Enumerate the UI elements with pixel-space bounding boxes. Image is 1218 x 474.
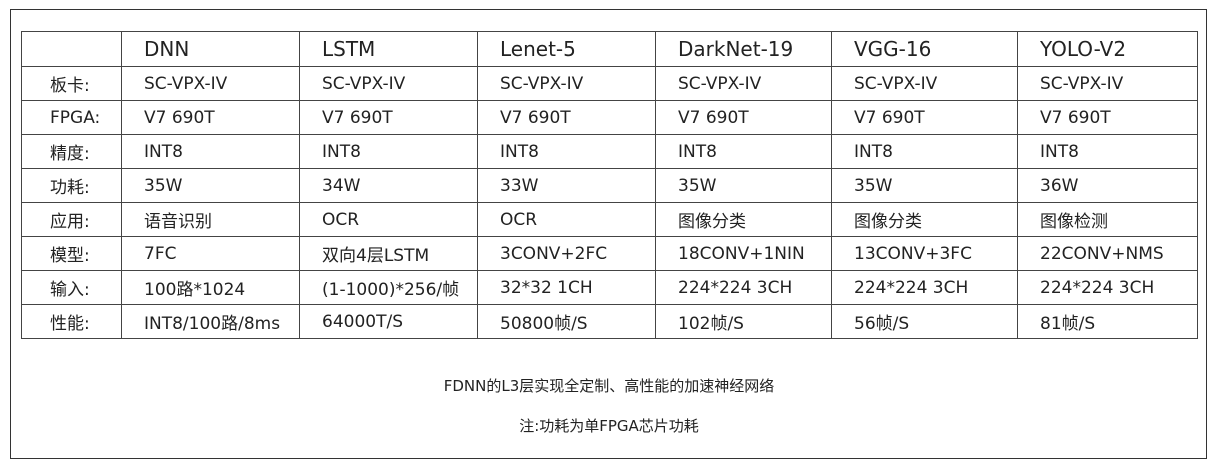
table-cell: 36W xyxy=(1017,168,1198,203)
table-cell: OCR xyxy=(299,202,478,237)
table-cell: V7 690T xyxy=(655,100,832,135)
row-label: 输入: xyxy=(21,270,122,305)
table-cell: SC-VPX-IV xyxy=(831,66,1018,101)
column-header: VGG-16 xyxy=(831,31,1018,67)
table-cell: SC-VPX-IV xyxy=(1017,66,1198,101)
row-label: 性能: xyxy=(21,304,122,339)
table-cell: INT8 xyxy=(121,134,300,169)
table-cell: 图像分类 xyxy=(655,202,832,237)
table-cell: INT8 xyxy=(1017,134,1198,169)
figure-frame xyxy=(10,9,1207,459)
table-cell: SC-VPX-IV xyxy=(121,66,300,101)
table-cell: SC-VPX-IV xyxy=(655,66,832,101)
column-header: DarkNet-19 xyxy=(655,31,832,67)
corner-cell xyxy=(21,31,122,67)
caption-note: 注:功耗为单FPGA芯片功耗 xyxy=(519,417,699,435)
caption-main: FDNN的L3层实现全定制、高性能的加速神经网络 xyxy=(443,377,775,395)
table-row: 模型: 7FC 双向4层LSTM 3CONV+2FC 18CONV+1NIN 13CONV… xyxy=(21,236,1198,271)
table-row: 精度: INT8 INT8 INT8 INT8 INT8 INT8 xyxy=(21,134,1198,169)
table-cell: V7 690T xyxy=(477,100,656,135)
table-cell: 34W xyxy=(299,168,478,203)
table-row: 板卡: SC-VPX-IV SC-VPX-IV SC-VPX-IV SC-VPX-IV S… xyxy=(21,66,1198,101)
table-cell: INT8 xyxy=(299,134,478,169)
table-row: 输入: 100路*1024 (1-1000)*256/帧 32*32 1CH 224*2… xyxy=(21,270,1198,305)
table-cell: INT8 xyxy=(477,134,656,169)
table-cell: V7 690T xyxy=(121,100,300,135)
table-cell: SC-VPX-IV xyxy=(477,66,656,101)
table-cell: V7 690T xyxy=(831,100,1018,135)
table-cell: 81帧/S xyxy=(1017,304,1198,339)
column-header: Lenet-5 xyxy=(477,31,656,67)
row-label: 精度: xyxy=(21,134,122,169)
table-cell: 语音识别 xyxy=(121,202,300,237)
table-cell: 35W xyxy=(831,168,1018,203)
table-cell: 32*32 1CH xyxy=(477,270,656,305)
table-cell: 18CONV+1NIN xyxy=(655,236,832,271)
column-header: LSTM xyxy=(299,31,478,67)
table-cell: INT8/100路/8ms xyxy=(121,304,300,339)
column-header: YOLO-V2 xyxy=(1017,31,1198,67)
table-cell: 图像分类 xyxy=(831,202,1018,237)
table-row: FPGA: V7 690T V7 690T V7 690T V7 690T V7 690T… xyxy=(21,100,1198,135)
table-cell: 56帧/S xyxy=(831,304,1018,339)
table-cell: INT8 xyxy=(655,134,832,169)
row-label: 板卡: xyxy=(21,66,122,101)
row-label: 模型: xyxy=(21,236,122,271)
table-cell: 7FC xyxy=(121,236,300,271)
table-row: 性能: INT8/100路/8ms 64000T/S 50800帧/S 102帧/S 56… xyxy=(21,304,1198,339)
table-cell: 224*224 3CH xyxy=(831,270,1018,305)
table-cell: 50800帧/S xyxy=(477,304,656,339)
table-cell: 图像检测 xyxy=(1017,202,1198,237)
table-cell: 102帧/S xyxy=(655,304,832,339)
column-header: DNN xyxy=(121,31,300,67)
table-cell: 22CONV+NMS xyxy=(1017,236,1198,271)
table-cell: OCR xyxy=(477,202,656,237)
table-cell: 35W xyxy=(655,168,832,203)
table-cell: 224*224 3CH xyxy=(1017,270,1198,305)
table-cell: 双向4层LSTM xyxy=(299,236,478,271)
table-cell: V7 690T xyxy=(1017,100,1198,135)
table-cell: (1-1000)*256/帧 xyxy=(299,270,478,305)
header-row: DNN LSTM Lenet-5 DarkNet-19 VGG-16 YOLO-… xyxy=(21,31,1198,67)
table-cell: 3CONV+2FC xyxy=(477,236,656,271)
table-cell: SC-VPX-IV xyxy=(299,66,478,101)
table-cell: 100路*1024 xyxy=(121,270,300,305)
table-cell: 224*224 3CH xyxy=(655,270,832,305)
spec-table: DNN LSTM Lenet-5 DarkNet-19 VGG-16 YOLO-… xyxy=(21,31,1198,339)
table-cell: 13CONV+3FC xyxy=(831,236,1018,271)
table-row: 功耗: 35W 34W 33W 35W 35W 36W xyxy=(21,168,1198,203)
table-cell: 35W xyxy=(121,168,300,203)
table-cell: V7 690T xyxy=(299,100,478,135)
table-cell: 33W xyxy=(477,168,656,203)
table-row: 应用: 语音识别 OCR OCR 图像分类 图像分类 图像检测 xyxy=(21,202,1198,237)
table-cell: INT8 xyxy=(831,134,1018,169)
row-label: 功耗: xyxy=(21,168,122,203)
row-label: 应用: xyxy=(21,202,122,237)
table-cell: 64000T/S xyxy=(299,304,478,339)
row-label: FPGA: xyxy=(21,100,122,135)
